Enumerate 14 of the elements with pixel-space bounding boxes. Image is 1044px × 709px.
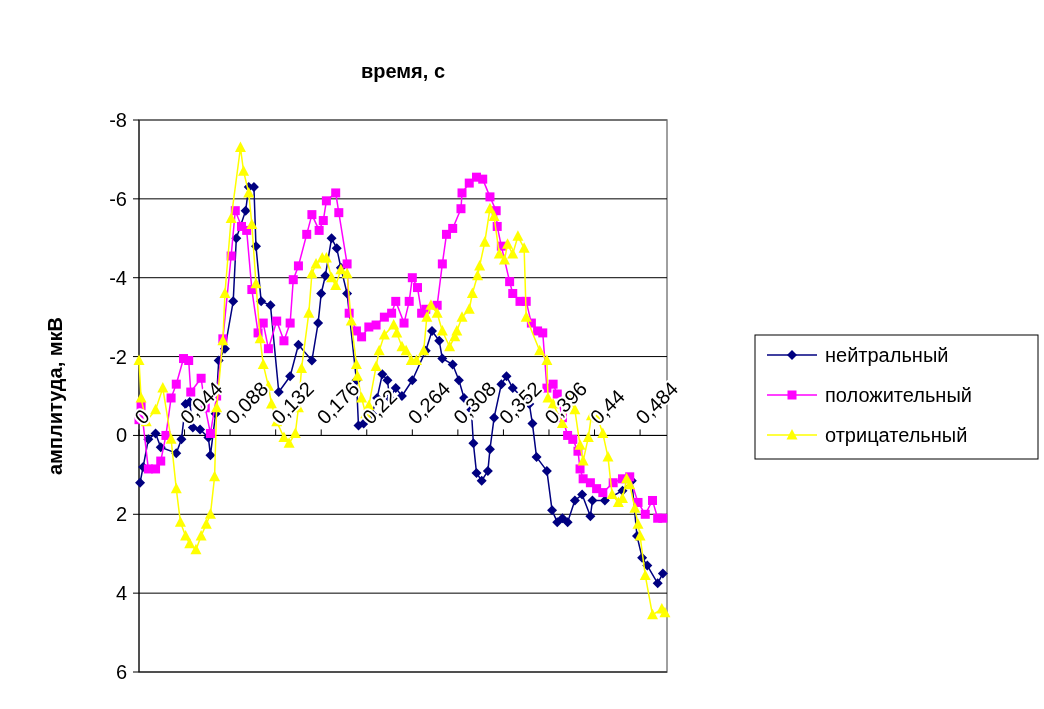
legend-label: нейтральный xyxy=(825,344,949,366)
y-tick-label: -6 xyxy=(109,187,127,210)
y-tick-label: 2 xyxy=(115,503,127,526)
y-axis-title: амплитуда, мкВ xyxy=(44,316,66,476)
y-tick-label: 6 xyxy=(115,661,127,683)
legend-label: положительный xyxy=(825,384,972,406)
y-tick-label: -4 xyxy=(109,266,127,289)
y-tick-label: 0 xyxy=(115,424,127,447)
x-tick-label: 0,22 xyxy=(358,385,402,429)
legend-label: отрицательный xyxy=(825,424,968,446)
y-tick-label: -2 xyxy=(109,345,127,368)
y-tick-label: -8 xyxy=(109,109,127,131)
y-tick-label: 4 xyxy=(115,582,127,605)
chart-title: время, с xyxy=(360,60,446,82)
